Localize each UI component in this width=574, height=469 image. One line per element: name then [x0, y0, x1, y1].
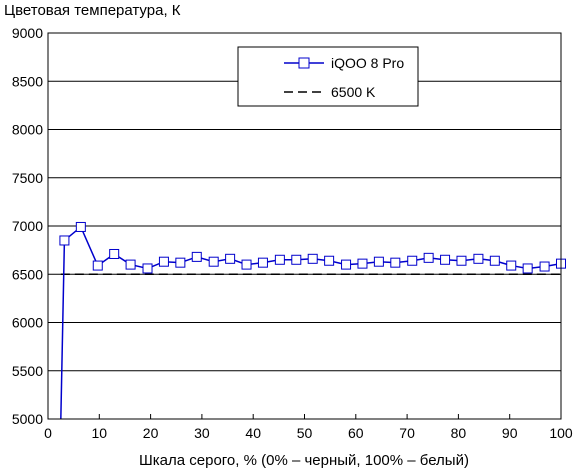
legend: iQOO 8 Pro 6500 K — [237, 46, 419, 107]
legend-label-6500k: 6500 K — [331, 84, 376, 100]
legend-label-iqoo: iQOO 8 Pro — [331, 55, 404, 71]
data-point-iqoo — [291, 254, 302, 265]
data-point-iqoo — [175, 257, 186, 268]
data-point-iqoo — [539, 261, 550, 272]
data-point-iqoo — [125, 259, 136, 270]
data-point-iqoo — [341, 259, 352, 270]
y-tick-label: 6000 — [12, 315, 43, 331]
x-tick-label: 100 — [549, 425, 573, 441]
y-tick-label: 5000 — [12, 411, 43, 427]
data-point-iqoo — [191, 251, 202, 262]
y-tick-labels: 5000 5500 6000 6500 7000 7500 8000 8500 9000 — [12, 25, 43, 427]
x-tick-label: 0 — [44, 425, 52, 441]
x-axis-label: Шкала серого, % (0% – черный, 100% – бел… — [139, 452, 469, 469]
data-point-iqoo — [407, 255, 418, 266]
data-point-iqoo — [307, 253, 318, 264]
x-tick-label: 10 — [92, 425, 108, 441]
data-point-iqoo — [522, 263, 533, 274]
data-point-iqoo — [92, 260, 103, 271]
data-point-iqoo — [59, 235, 70, 246]
x-tick-labels: 0 10 20 30 40 50 60 70 80 90 100 — [44, 414, 573, 441]
y-tick-label: 5500 — [12, 363, 43, 379]
x-tick-label: 50 — [297, 425, 313, 441]
series-layer — [59, 221, 566, 420]
y-tick-label: 8000 — [12, 122, 43, 138]
data-point-iqoo — [456, 255, 467, 266]
data-point-iqoo — [390, 257, 401, 268]
data-point-iqoo — [109, 248, 120, 259]
legend-box — [237, 46, 419, 107]
plot-frame — [47, 32, 562, 420]
x-tick-label: 90 — [502, 425, 518, 441]
data-point-iqoo — [241, 259, 252, 270]
y-tick-label: 7000 — [12, 218, 43, 234]
y-axis-label: Цветовая температура, К — [4, 2, 181, 19]
data-point-iqoo — [257, 257, 268, 268]
data-point-iqoo — [473, 253, 484, 264]
x-tick-label: 20 — [143, 425, 159, 441]
x-tick-label: 70 — [399, 425, 415, 441]
data-point-iqoo — [423, 252, 434, 263]
y-tick-label: 7500 — [12, 170, 43, 186]
x-tick-label: 40 — [245, 425, 261, 441]
legend-marker-iqoo — [298, 57, 310, 69]
data-point-iqoo — [357, 258, 368, 269]
x-tick-label: 30 — [194, 425, 210, 441]
data-point-iqoo — [324, 255, 335, 266]
x-tick-label: 60 — [348, 425, 364, 441]
data-point-iqoo — [142, 263, 153, 274]
data-point-iqoo — [225, 253, 236, 264]
data-point-iqoo — [489, 255, 500, 266]
y-tick-label: 6500 — [12, 266, 43, 282]
data-point-iqoo — [208, 256, 219, 267]
data-point-iqoo — [274, 254, 285, 265]
x-tick-label: 80 — [451, 425, 467, 441]
data-point-iqoo — [158, 256, 169, 267]
data-point-iqoo — [373, 256, 384, 267]
y-tick-label: 8500 — [12, 73, 43, 89]
data-point-iqoo — [506, 260, 517, 271]
data-point-iqoo — [75, 221, 86, 232]
y-tick-label: 9000 — [12, 25, 43, 41]
data-point-iqoo — [440, 254, 451, 265]
